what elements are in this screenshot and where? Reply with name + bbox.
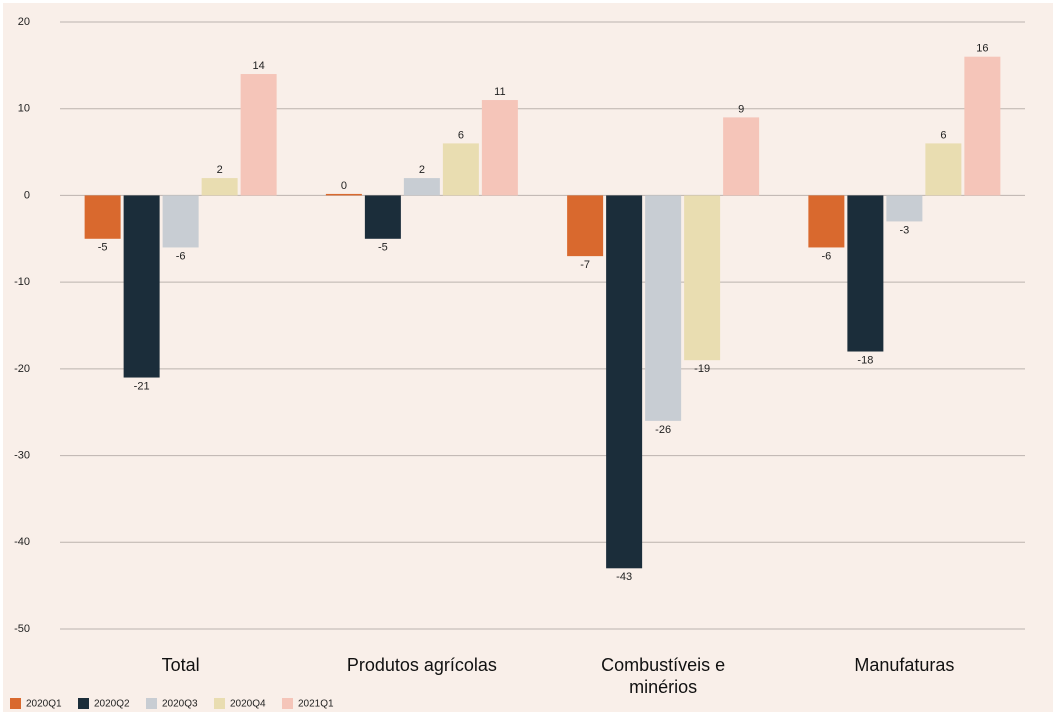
data-label: -7 bbox=[580, 259, 590, 271]
bar bbox=[808, 195, 845, 248]
chart-background bbox=[3, 3, 1053, 712]
data-label: -21 bbox=[134, 380, 150, 392]
legend-label: 2020Q3 bbox=[162, 699, 198, 710]
bar bbox=[325, 193, 362, 196]
bar bbox=[886, 195, 923, 222]
y-tick-label: -10 bbox=[14, 276, 30, 288]
data-label: 2 bbox=[419, 164, 425, 176]
bar bbox=[481, 100, 518, 196]
legend-swatch bbox=[146, 698, 157, 709]
bar bbox=[723, 117, 760, 196]
data-label: 6 bbox=[458, 129, 464, 141]
bar bbox=[606, 195, 643, 569]
y-tick-label: -50 bbox=[14, 623, 30, 635]
y-tick-label: -30 bbox=[14, 449, 30, 461]
bar bbox=[162, 195, 199, 248]
legend-swatch bbox=[78, 698, 89, 709]
legend-label: 2021Q1 bbox=[298, 699, 334, 710]
bar bbox=[925, 143, 962, 196]
bar bbox=[84, 195, 121, 239]
bar bbox=[123, 195, 160, 378]
bar bbox=[847, 195, 884, 352]
bar bbox=[964, 56, 1001, 196]
y-tick-label: 10 bbox=[18, 103, 30, 115]
data-label: 0 bbox=[341, 180, 347, 192]
data-label: -6 bbox=[176, 250, 186, 262]
data-label: -19 bbox=[694, 363, 710, 375]
bar bbox=[567, 195, 604, 257]
bar bbox=[684, 195, 721, 361]
x-tick-label: Total bbox=[161, 655, 200, 675]
bar bbox=[364, 195, 401, 239]
data-label: -5 bbox=[98, 242, 108, 254]
data-label: 6 bbox=[940, 129, 946, 141]
bar bbox=[442, 143, 479, 196]
legend-label: 2020Q1 bbox=[26, 699, 62, 710]
data-label: -6 bbox=[821, 250, 831, 262]
bar bbox=[240, 74, 277, 196]
y-tick-label: 20 bbox=[18, 16, 30, 28]
bar bbox=[645, 195, 682, 421]
legend-swatch bbox=[282, 698, 293, 709]
data-label: -26 bbox=[655, 424, 671, 436]
data-label: -5 bbox=[378, 242, 388, 254]
legend-label: 2020Q4 bbox=[230, 699, 266, 710]
y-tick-label: -20 bbox=[14, 363, 30, 375]
data-label: 2 bbox=[217, 164, 223, 176]
x-tick-label: Combustíveis e minérios bbox=[601, 655, 726, 697]
data-label: 9 bbox=[738, 103, 744, 115]
legend-swatch bbox=[214, 698, 225, 709]
bar bbox=[403, 178, 440, 196]
x-tick-label: Manufaturas bbox=[854, 655, 955, 675]
y-tick-label: -40 bbox=[14, 536, 30, 548]
legend-label: 2020Q2 bbox=[94, 699, 130, 710]
legend-swatch bbox=[10, 698, 21, 709]
data-label: -18 bbox=[857, 354, 873, 366]
data-label: 16 bbox=[976, 43, 988, 55]
data-label: -43 bbox=[616, 571, 632, 583]
data-label: 11 bbox=[494, 86, 505, 98]
x-tick-label: Produtos agrícolas bbox=[346, 655, 497, 675]
bar bbox=[201, 178, 238, 196]
data-label: -3 bbox=[899, 224, 909, 236]
data-label: 14 bbox=[253, 60, 265, 72]
y-tick-label: 0 bbox=[24, 189, 30, 201]
